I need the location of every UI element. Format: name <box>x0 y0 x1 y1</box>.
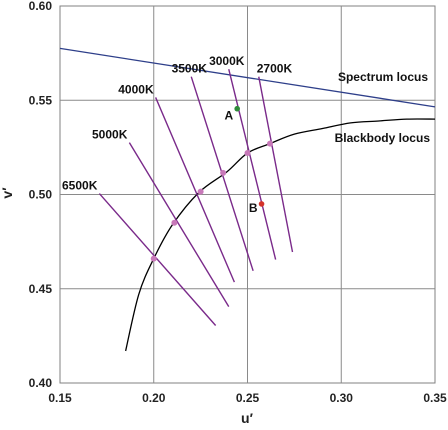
cct-point <box>220 169 227 176</box>
y-tick-label: 0.45 <box>29 282 53 296</box>
point-b-label: B <box>249 201 258 215</box>
isotherm-label: 3500K <box>172 62 208 76</box>
cct-point <box>267 140 273 147</box>
isotherm-line <box>228 68 277 260</box>
isotherm-line <box>258 76 294 253</box>
isotherm-line <box>154 97 236 283</box>
marker-points <box>150 105 273 262</box>
cct-point <box>150 255 157 262</box>
tick-labels: 0.15 0.20 0.25 0.30 0.35 0.40 0.45 0.50 0.55 0.60 <box>29 0 447 405</box>
y-tick-label: 0.55 <box>29 93 53 107</box>
x-axis-title: u′ <box>241 410 254 426</box>
y-tick-label: 0.40 <box>29 376 53 390</box>
isotherm-line <box>128 142 230 308</box>
y-tick-label: 0.50 <box>29 188 53 202</box>
point-a <box>234 105 240 112</box>
point-a-label: A <box>225 109 234 123</box>
isotherm-lines <box>98 68 294 326</box>
locus-curves <box>59 47 436 352</box>
x-tick-label: 0.35 <box>423 391 447 405</box>
isotherm-label: 6500K <box>62 179 98 193</box>
gridlines <box>60 6 435 383</box>
x-tick-label: 0.30 <box>330 391 354 405</box>
point-b <box>258 201 265 207</box>
isotherm-label: 4000K <box>118 82 154 96</box>
isotherm-label: 3000K <box>209 54 245 68</box>
cct-point <box>171 219 178 226</box>
blackbody-locus-label: Blackbody locus <box>335 131 431 145</box>
isotherm-line <box>98 193 217 326</box>
isotherm-label: 2700K <box>257 62 293 76</box>
isotherm-label: 5000K <box>92 128 128 142</box>
x-tick-label: 0.15 <box>48 391 72 405</box>
y-axis-title: v′ <box>0 187 15 199</box>
x-tick-label: 0.20 <box>142 391 166 405</box>
cct-point <box>197 188 204 195</box>
spectrum-locus-line <box>59 47 436 108</box>
blackbody-locus-curve <box>124 118 436 352</box>
cct-point <box>244 150 251 157</box>
spectrum-locus-label: Spectrum locus <box>338 70 428 84</box>
y-tick-label: 0.60 <box>29 0 53 13</box>
x-tick-label: 0.25 <box>236 391 260 405</box>
